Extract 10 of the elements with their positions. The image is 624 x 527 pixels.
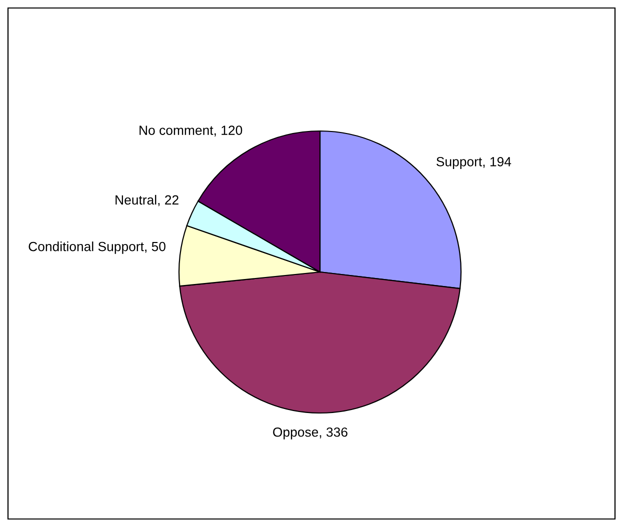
data-label: , 194 [483,157,512,168]
slice-label: No comment [140,126,214,135]
data-label: , 120 [214,126,242,137]
slice-label: Support [436,157,482,169]
slice-label: Conditional Support [28,242,144,254]
slice-label: Neutral [116,194,156,205]
data-label: , 336 [320,427,348,438]
slice-label: Oppose [273,427,318,440]
data-label: , 22 [158,195,178,206]
data-label: , 50 [145,242,166,253]
